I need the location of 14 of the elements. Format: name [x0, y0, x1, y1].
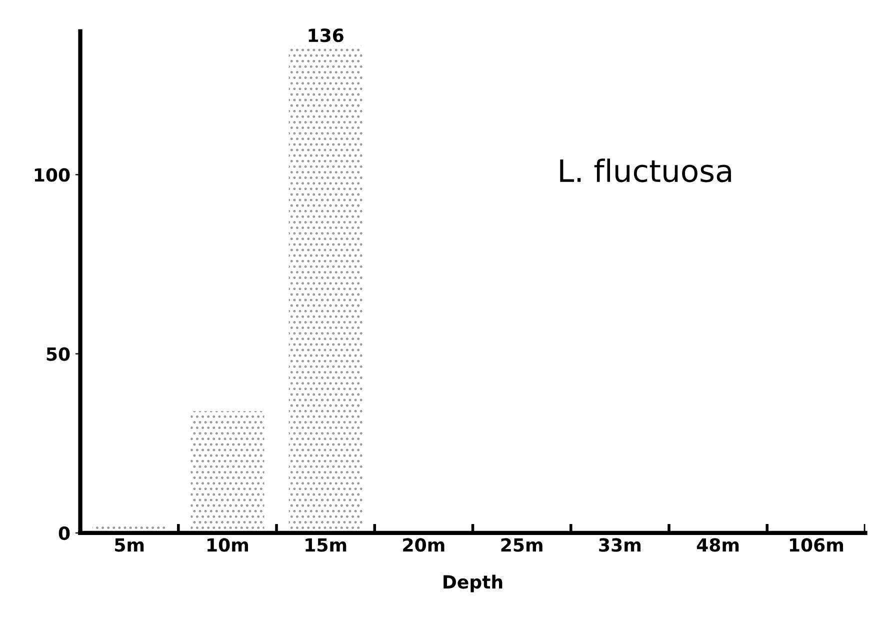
x-tick-label: 25m [501, 538, 542, 552]
x-axis-title: Depth [444, 574, 502, 592]
y-tick-label: 100 [34, 168, 70, 182]
x-tick-label: 106m [790, 538, 844, 552]
y-tick-label: 0 [58, 526, 70, 540]
annotation: L. fluctuosa [560, 158, 731, 182]
x-tick-label: 48m [696, 538, 739, 552]
x-tick-label: 20m [403, 538, 444, 552]
x-tick-label: 33m [599, 538, 640, 552]
y-tick-label: 50 [46, 347, 70, 361]
data-label: 136 [308, 28, 344, 42]
x-tick-label: 5m [115, 538, 144, 552]
x-tick-label: 10m [208, 538, 248, 552]
x-tick-label: 15m [306, 538, 346, 552]
